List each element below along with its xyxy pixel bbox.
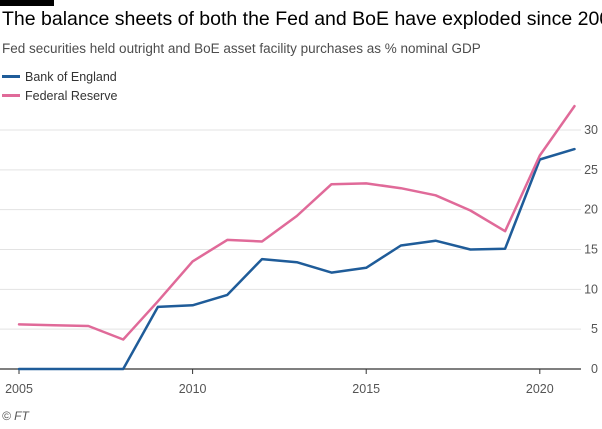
chart-title: The balance sheets of both the Fed and B… — [2, 8, 602, 30]
y-tick-label: 15 — [584, 243, 598, 257]
legend: Bank of England Federal Reserve — [2, 67, 117, 105]
legend-label-bank-of-england: Bank of England — [25, 69, 117, 84]
legend-item-federal-reserve: Federal Reserve — [2, 86, 117, 105]
legend-item-bank-of-england: Bank of England — [2, 67, 117, 86]
legend-swatch-bank-of-england — [2, 75, 20, 78]
y-tick-label: 30 — [584, 123, 598, 137]
legend-label-federal-reserve: Federal Reserve — [25, 88, 118, 103]
series-line-bank-of-england — [17, 147, 576, 371]
y-tick-label: 20 — [584, 203, 598, 217]
y-tick-label: 0 — [591, 362, 598, 376]
x-tick-label: 2015 — [352, 382, 380, 396]
y-tick-label: 25 — [584, 163, 598, 177]
brand-bar — [0, 0, 54, 6]
x-tick-label: 2010 — [179, 382, 207, 396]
x-tick-label: 2005 — [5, 382, 33, 396]
source-note: © FT — [2, 409, 29, 423]
x-tick-label: 2020 — [526, 382, 554, 396]
y-tick-label: 10 — [584, 282, 598, 296]
chart-subtitle: Fed securities held outright and BoE ass… — [2, 41, 481, 56]
legend-swatch-federal-reserve — [2, 94, 20, 97]
series-line-federal-reserve — [17, 104, 576, 341]
y-tick-label: 5 — [591, 322, 598, 336]
